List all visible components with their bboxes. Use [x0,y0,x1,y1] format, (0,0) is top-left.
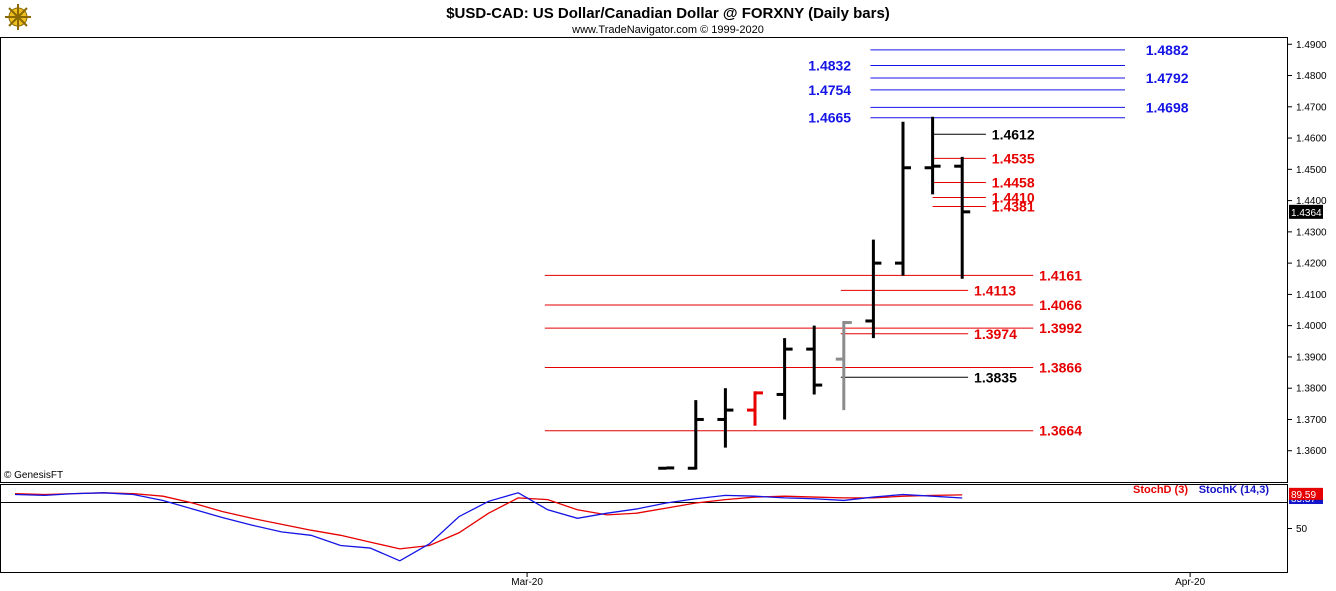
price-level-label: 1.4882 [1146,42,1189,58]
stoch-d-value: 89.59 [1291,490,1316,501]
price-level-label: 1.4381 [992,199,1035,215]
price-level-label: 1.4113 [974,282,1016,298]
chart-title: $USD-CAD: US Dollar/Canadian Dollar @ FO… [446,5,890,22]
price-tick-label: 1.3700 [1296,415,1327,426]
price-tick-label: 1.4000 [1296,321,1327,332]
price-tick-label: 1.4700 [1296,102,1327,113]
price-tick-label: 1.4900 [1296,40,1327,51]
ohlc-bar [865,239,882,339]
price-level-label: 1.4754 [808,82,851,98]
price-axis: 1.3600 1.3700 1.3800 1.3900 1.4000 1.4100 1.42… [1287,40,1327,457]
price-tick-label: 1.4300 [1296,227,1327,238]
price-level-label: 1.3992 [1039,320,1082,336]
logo [5,4,31,30]
price-level-label: 1.4458 [992,174,1035,190]
price-tick-label: 1.4100 [1296,290,1327,301]
ohlc-bar [954,156,971,279]
stoch-k-legend: StochK (14,3) [1199,484,1270,496]
stoch-tick-label: 50 [1296,524,1308,535]
stoch-d-line [14,492,963,550]
price-level-label: 1.4410 [992,189,1035,205]
price-level-label: 1.4612 [992,126,1035,142]
ohlc-bar [806,325,823,395]
price-level-label: 1.4832 [808,58,851,74]
ohlc-bar [835,320,852,411]
stoch-axis: 5085.8789.59 [1287,487,1323,535]
copyright-label: © GenesisFT [4,470,63,481]
ohlc-bar [747,391,763,426]
ohlc-bar [658,466,675,470]
price-level-label: 1.3664 [1039,423,1082,439]
price-tick-label: 1.4400 [1296,196,1327,207]
price-tick-label: 1.4200 [1296,259,1327,270]
price-tick-label: 1.3900 [1296,352,1327,363]
ohlc-bar [924,116,941,195]
price-panel [0,37,1288,483]
last-price-label: 1.4364 [1291,208,1322,219]
price-level-label: 1.3974 [974,326,1017,342]
price-level-label: 1.4698 [1146,99,1189,115]
price-tick-label: 1.3600 [1296,446,1327,457]
stoch-k-line [14,492,963,562]
ohlc-bars [658,116,971,470]
ship-wheel-logo-icon [5,4,31,30]
ohlc-bar [717,388,734,448]
price-level-label: 1.4665 [808,110,851,126]
price-level-label: 1.4066 [1039,297,1082,313]
price-level-label: 1.4161 [1039,267,1082,283]
price-tick-label: 1.4600 [1296,134,1327,145]
date-tick-label: Mar-20 [511,577,543,588]
price-level-label: 1.4535 [992,150,1035,166]
stoch-panel [0,484,1288,573]
ohlc-bar [687,400,704,470]
price-level-label: 1.4792 [1146,70,1189,86]
stoch-d-legend: StochD (3) [1133,484,1188,496]
price-levels: 1.4882 1.4832 1.4792 1.4754 1.4698 1.4665 1.46… [544,42,1189,439]
ohlc-bar [776,338,793,420]
last-price-box [1289,204,1323,219]
chart-subtitle: www.TradeNavigator.com © 1999-2020 [571,24,764,36]
price-level-label: 1.3835 [974,369,1017,385]
stochastic-lines [14,492,963,562]
date-axis: Mar-20 Apr-20 [511,572,1206,588]
price-tick-label: 1.4800 [1296,71,1327,82]
price-level-label: 1.3866 [1039,360,1082,376]
stoch-d-value-box [1289,487,1323,500]
price-tick-label: 1.3800 [1296,384,1327,395]
ohlc-bar [895,121,911,276]
price-tick-label: 1.4500 [1296,165,1327,176]
date-tick-label: Apr-20 [1175,577,1205,588]
